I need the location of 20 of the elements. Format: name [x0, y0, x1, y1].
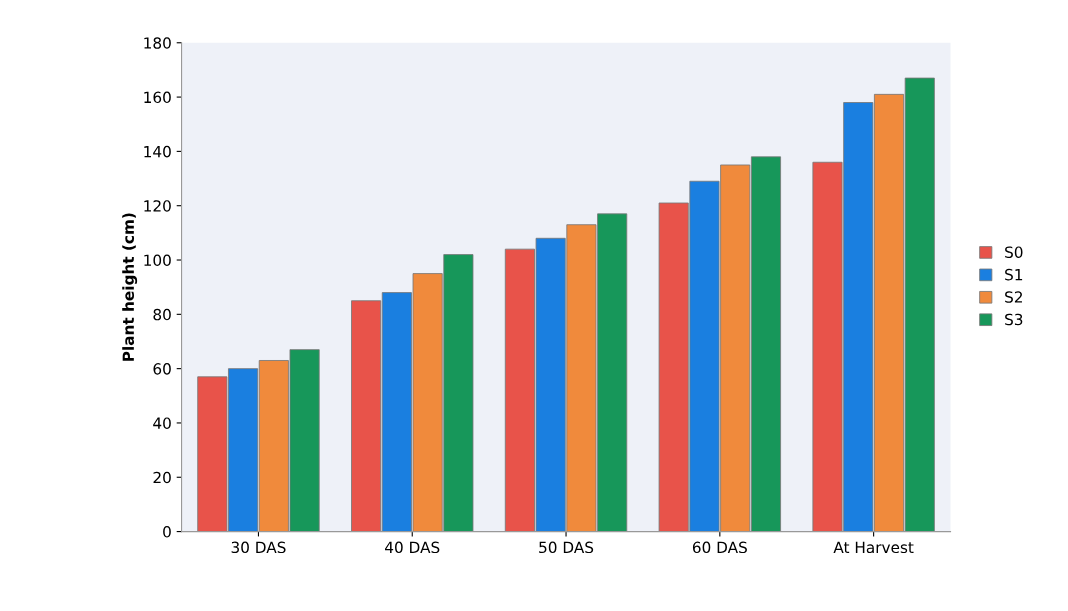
y-tick-label: 140 [144, 145, 171, 158]
x-tick-label: At Harvest [833, 541, 914, 554]
y-tick-label: 100 [144, 254, 171, 267]
y-axis-title: Plant height (cm) [122, 213, 138, 361]
x-tick-label: 60 DAS [692, 541, 747, 554]
y-tick-label: 80 [153, 308, 171, 321]
y-tick-label: 20 [153, 471, 171, 484]
y-tick-label: 160 [144, 91, 171, 104]
legend-label: S3 [1005, 313, 1023, 326]
x-tick-label: 40 DAS [385, 541, 440, 554]
y-tick-label: 60 [153, 363, 171, 375]
y-tick-label: 0 [163, 526, 171, 538]
legend-label: S2 [1005, 291, 1022, 303]
y-tick-label: 120 [144, 200, 171, 212]
legend-label: S1 [1005, 268, 1023, 281]
x-tick-label: 30 DAS [231, 541, 286, 554]
y-tick-label: 40 [153, 417, 171, 429]
legend-label: S0 [1005, 246, 1023, 258]
y-tick-label: 180 [144, 37, 171, 49]
x-tick-label: 50 DAS [539, 541, 594, 554]
